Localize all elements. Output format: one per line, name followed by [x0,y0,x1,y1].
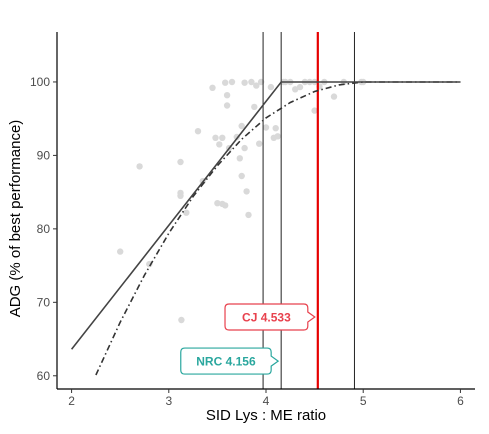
data-point [223,102,231,109]
data-point [248,78,255,86]
data-point [238,122,245,130]
data-point [296,83,304,91]
data-point [245,211,252,219]
curvilinear-plateau-line [95,81,461,376]
data-points [117,78,367,324]
data-point [222,202,229,209]
data-point [236,155,243,162]
y-tick-label: 90 [37,148,51,162]
x-axis-title: SID Lys : ME ratio [206,407,326,424]
data-point [223,92,231,99]
data-point [262,124,270,131]
data-point [178,316,185,324]
x-tick-label: 4 [263,394,270,408]
data-point [214,200,221,207]
data-point [194,128,202,135]
data-point [256,140,263,147]
annotation-label: CJ 4.533 [242,311,291,325]
annotation-callout [224,303,316,331]
linear-plateau-line [70,81,461,350]
axes [56,32,475,390]
data-point [251,103,258,111]
data-point [241,79,248,86]
data-point [177,158,184,166]
x-tick-label: 3 [165,394,172,408]
data-point [241,144,248,152]
data-point [209,84,216,92]
data-point [177,189,184,197]
annotations: CJ 4.533 NRC 4.156 [180,303,316,375]
annotation-callout [180,347,280,375]
y-tick-label: 80 [37,222,51,236]
fitted-curves [70,81,461,376]
data-point [267,83,275,91]
reference-lines [262,32,355,389]
data-point [183,209,190,216]
data-point [219,134,226,141]
y-tick-label: 60 [37,369,51,383]
x-tick-label: 2 [68,394,75,408]
data-point [311,107,318,114]
ticks: 2 3 4 5 6 60 70 80 90 100 [30,75,464,408]
data-point [274,133,281,140]
data-point [238,172,245,180]
x-tick-label: 6 [457,394,464,408]
data-point [253,82,260,89]
data-point [216,141,223,148]
data-point [272,125,279,132]
data-point [212,134,219,141]
data-point [243,188,250,195]
annotation-label: NRC 4.156 [196,355,256,369]
data-point [136,163,143,170]
data-point [292,86,299,93]
data-point [117,248,124,255]
y-tick-label: 100 [30,75,50,89]
data-point [228,78,236,86]
y-axis-title: ADG (% of best performance) [7,120,24,318]
y-tick-label: 70 [37,295,51,309]
data-point [222,79,229,86]
data-point [330,93,338,100]
x-tick-label: 5 [360,394,367,408]
